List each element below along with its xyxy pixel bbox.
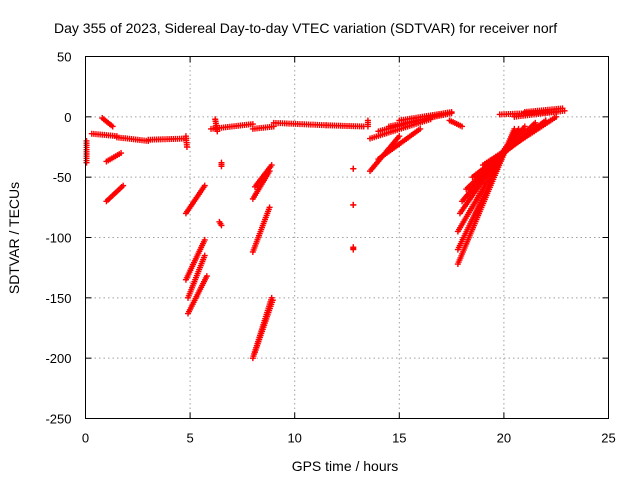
- data-series-segment: [350, 244, 357, 253]
- data-point-marker: [396, 133, 403, 140]
- data-point-marker: [218, 222, 225, 229]
- y-axis-label: SDTVAR / TECUs: [6, 182, 22, 294]
- x-tick-label: 5: [186, 431, 193, 446]
- data-series-segment: [375, 125, 424, 163]
- data-point-marker: [183, 144, 190, 150]
- data-series-segment: [185, 273, 210, 317]
- data-series-segment: [103, 182, 127, 205]
- data-point-marker: [350, 201, 357, 208]
- y-tick-label: 0: [64, 110, 71, 125]
- data-series-segment: [323, 122, 367, 130]
- data-point-marker: [459, 123, 466, 130]
- data-point-marker: [559, 105, 566, 112]
- y-tick-label: -250: [45, 412, 71, 427]
- ticks: 0 5 10 15 20 25 50 0 -50 -100 -150 -200 -250: [45, 50, 615, 446]
- data-series-segment: [216, 218, 225, 229]
- data-series-segment: [479, 113, 560, 169]
- data-series-segment: [270, 119, 330, 129]
- data-point-marker: [521, 123, 528, 130]
- data-series-segment: [249, 204, 273, 255]
- data-series-segment: [218, 159, 225, 170]
- data-series-segment: [446, 117, 466, 130]
- y-tick-label: -200: [45, 351, 71, 366]
- data-point-marker: [350, 165, 357, 172]
- data-point-marker: [83, 159, 90, 166]
- data-series-segment: [99, 115, 116, 130]
- data-series-segment: [212, 116, 221, 135]
- chart-title: Day 355 of 2023, Sidereal Day-to-day VTE…: [54, 20, 557, 36]
- data-series-segment: [251, 297, 276, 356]
- data-point-marker: [109, 123, 116, 130]
- data-series-segment: [103, 150, 125, 165]
- data-series-segment: [350, 201, 357, 208]
- data-series-segment: [251, 162, 275, 190]
- x-tick-label: 20: [497, 431, 511, 446]
- y-tick-label: -50: [53, 170, 72, 185]
- data-series-segment: [249, 123, 277, 132]
- data-series-segment: [521, 105, 566, 116]
- data-point-marker: [364, 123, 371, 130]
- data-series-segment: [145, 135, 189, 143]
- data-point-marker: [417, 125, 424, 132]
- data-point-marker: [120, 182, 127, 189]
- x-tick-label: 15: [392, 431, 406, 446]
- data-point-marker: [201, 252, 208, 259]
- data-series-segment: [182, 133, 190, 150]
- data-series-segment: [350, 165, 357, 172]
- plot-frame: [85, 56, 609, 419]
- x-tick-label: 0: [82, 431, 89, 446]
- data-point-marker: [118, 150, 125, 157]
- grid: [85, 56, 609, 419]
- data-point-marker: [203, 273, 210, 280]
- data-point-marker: [269, 297, 276, 304]
- data-point-marker: [268, 162, 275, 169]
- data-point-marker: [218, 163, 225, 170]
- y-tick-label: 50: [57, 50, 71, 65]
- data-point-marker: [350, 246, 357, 253]
- y-tick-label: -100: [45, 231, 71, 246]
- x-tick-label: 25: [601, 431, 615, 446]
- data-point-marker: [532, 119, 539, 126]
- data-point-marker: [214, 128, 221, 135]
- data-point-marker: [266, 204, 273, 211]
- x-tick-label: 10: [287, 431, 301, 446]
- data-series-segment: [185, 252, 208, 301]
- x-axis-label: GPS time / hours: [292, 458, 399, 474]
- data-series-segment: [396, 109, 455, 124]
- data-series-segment: [364, 117, 371, 130]
- data-series-segment: [83, 137, 90, 166]
- y-tick-label: -150: [45, 291, 71, 306]
- data-points: [83, 105, 568, 362]
- data-point-marker: [448, 109, 455, 116]
- data-point-marker: [201, 236, 208, 243]
- data-series-segment: [182, 236, 208, 283]
- data-point-marker: [201, 182, 208, 189]
- data-series-segment: [182, 182, 208, 217]
